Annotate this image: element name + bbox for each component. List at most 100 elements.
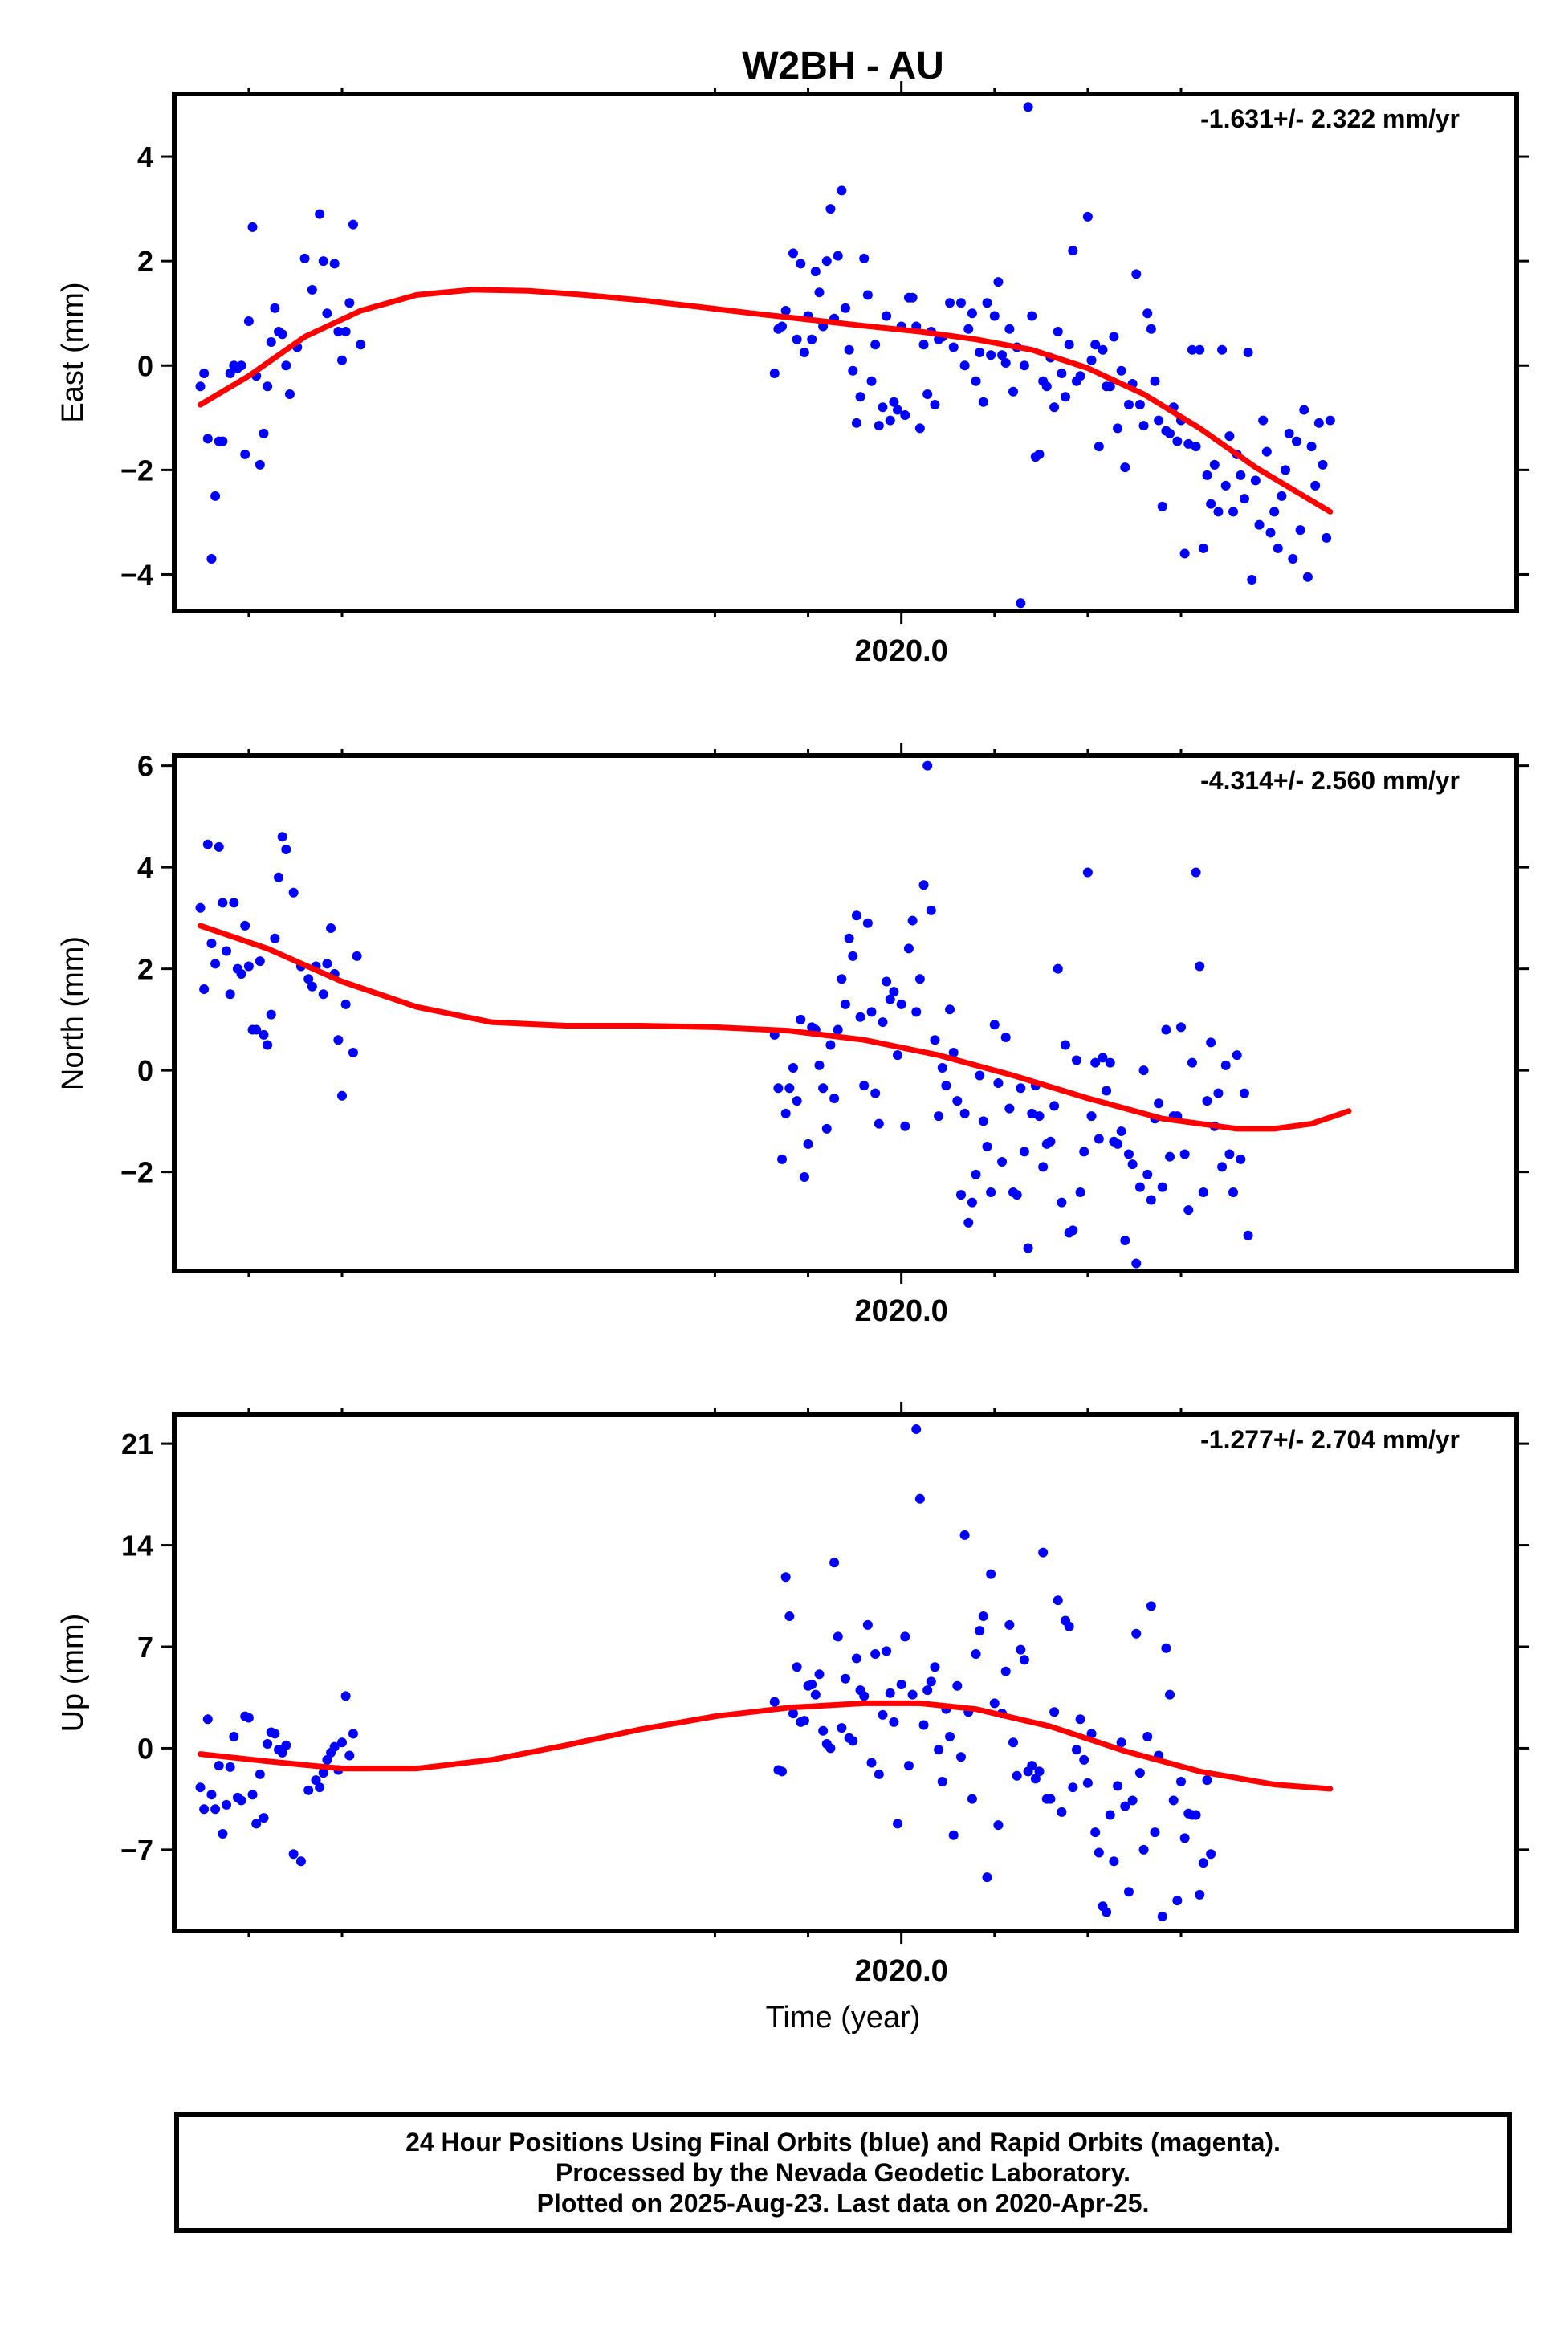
north-data-point [948, 1048, 959, 1058]
north-data-point [799, 1171, 809, 1182]
east-data-point [1258, 415, 1269, 426]
up-data-point [1123, 1887, 1134, 1897]
north-data-point [893, 1050, 903, 1061]
north-data-point [225, 989, 235, 1000]
north-data-point [896, 999, 906, 1009]
east-data-point [1281, 465, 1291, 475]
up-data-point [1064, 1621, 1074, 1631]
up-data-point [959, 1530, 970, 1540]
up-data-point [206, 1790, 217, 1800]
north-data-point [874, 1118, 884, 1129]
east-data-point [844, 344, 854, 355]
north-data-point [1016, 1083, 1026, 1094]
east-data-point [1086, 355, 1097, 365]
east-data-point [945, 298, 955, 308]
up-data-point [885, 1688, 895, 1698]
east-data-point [247, 222, 258, 232]
north-data-point [214, 841, 224, 852]
up-panel: −7 0 7 14 21 2020.0 Up (mm) -1.277+/- 2.704 mm/… [56, 1402, 1529, 1988]
east-data-point [1295, 525, 1305, 536]
east-data-point [907, 292, 918, 303]
up-data-point [1053, 1595, 1063, 1606]
north-data-point [930, 1035, 940, 1045]
east-data-point [318, 256, 328, 267]
east-data-point [1261, 446, 1272, 457]
up-data-point [967, 1794, 977, 1804]
up-data-point [1038, 1547, 1049, 1558]
north-data-point [288, 887, 299, 898]
east-data-point [1120, 462, 1130, 473]
north-data-point [837, 974, 847, 984]
north-data-point [1053, 963, 1063, 974]
up-data-point [1030, 1774, 1041, 1784]
up-data-point [329, 1741, 340, 1752]
north-data-point [199, 984, 210, 994]
north-data-point [825, 1040, 836, 1050]
east-data-point [1322, 532, 1332, 543]
east-data-point [202, 434, 213, 444]
north-data-point [882, 976, 892, 987]
north-data-point [333, 1035, 344, 1045]
up-data-point [948, 1830, 959, 1840]
up-data-point [1176, 1776, 1186, 1786]
up-data-point [769, 1697, 780, 1707]
up-data-point [859, 1691, 870, 1701]
up-data-point [1016, 1644, 1026, 1655]
north-fit-line [198, 923, 1352, 1132]
up-data-point [1116, 1737, 1126, 1748]
up-data-point [870, 1649, 881, 1660]
footer-box: 24 Hour Positions Using Final Orbits (bl… [174, 2112, 1512, 2233]
north-data-point [266, 1009, 276, 1020]
north-data-point [959, 1108, 970, 1118]
up-data-point [195, 1782, 206, 1793]
up-data-point [1157, 1911, 1167, 1921]
north-data-point [829, 1093, 840, 1103]
north-data-point [1123, 1149, 1134, 1159]
east-data-point [780, 305, 791, 316]
north-data-point [986, 1187, 996, 1197]
up-data-point [1138, 1844, 1149, 1855]
north-data-point [229, 898, 239, 908]
east-data-point [337, 355, 347, 365]
north-data-point [1127, 1159, 1138, 1170]
east-data-point [243, 316, 254, 326]
east-data-point [796, 259, 806, 269]
north-data-point [348, 1048, 358, 1058]
east-data-point [807, 334, 817, 344]
east-data-point [989, 311, 1000, 321]
up-data-point [1195, 1889, 1205, 1900]
north-data-point [1027, 1108, 1037, 1118]
east-data-point [971, 376, 981, 386]
east-ytick-label: 0 [137, 349, 153, 382]
east-data-point [277, 329, 287, 340]
north-data-point [1202, 1096, 1212, 1106]
north-data-point [1146, 1195, 1156, 1205]
east-ytick-label: −2 [120, 454, 153, 487]
up-data-point [1075, 1714, 1085, 1725]
north-data-point [1034, 1111, 1045, 1122]
east-data-point [1310, 480, 1321, 491]
north-rate-annotation: -4.314+/- 2.560 mm/yr [1200, 766, 1460, 795]
east-data-point [1057, 369, 1067, 379]
up-data-point [874, 1769, 884, 1779]
up-data-point [907, 1689, 918, 1700]
north-data-point [1228, 1187, 1239, 1197]
up-ylabel: Up (mm) [56, 1614, 90, 1733]
up-data-point [311, 1775, 321, 1786]
east-data-point [1254, 519, 1265, 530]
north-data-point [967, 1197, 977, 1208]
east-data-point [1146, 324, 1156, 334]
north-data-point [1049, 1101, 1060, 1111]
north-data-point [1165, 1151, 1175, 1162]
north-data-point [955, 1190, 966, 1200]
east-data-point [329, 259, 340, 269]
up-data-point [288, 1849, 299, 1860]
east-data-point [344, 298, 355, 308]
up-data-point [214, 1761, 224, 1771]
up-plot-frame [172, 1412, 1519, 1933]
north-data-point [202, 839, 213, 849]
up-data-point [900, 1631, 910, 1642]
up-data-point [1094, 1847, 1104, 1858]
north-data-point [1217, 1162, 1228, 1172]
east-data-point [893, 405, 903, 415]
